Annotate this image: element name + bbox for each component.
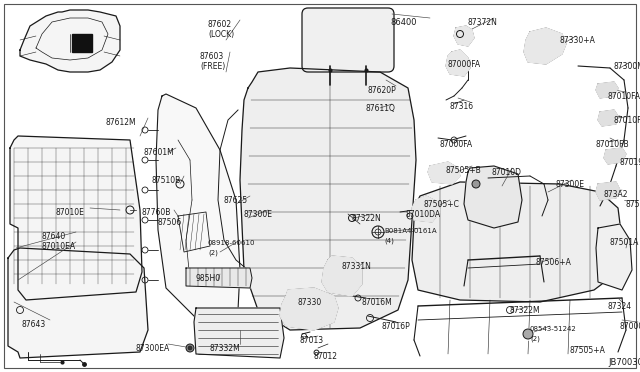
Text: 87316: 87316: [450, 102, 474, 111]
Text: 87506: 87506: [158, 218, 182, 227]
Circle shape: [188, 346, 192, 350]
Bar: [72, 34, 92, 52]
Text: 87506+A: 87506+A: [536, 258, 572, 267]
Text: 86400: 86400: [390, 18, 417, 27]
Text: 87643: 87643: [22, 320, 46, 329]
FancyBboxPatch shape: [302, 8, 394, 72]
Text: 87324: 87324: [608, 302, 632, 311]
Polygon shape: [598, 110, 618, 126]
Text: (2): (2): [530, 336, 540, 343]
Text: 87640: 87640: [42, 232, 67, 241]
Polygon shape: [20, 10, 120, 72]
Polygon shape: [446, 50, 470, 76]
Polygon shape: [8, 248, 148, 358]
Text: 873A2: 873A2: [604, 190, 628, 199]
Polygon shape: [428, 162, 460, 184]
Text: 87612M: 87612M: [106, 118, 136, 127]
Circle shape: [523, 329, 533, 339]
Text: 87000FA: 87000FA: [440, 140, 473, 149]
Text: 87505: 87505: [626, 200, 640, 209]
Text: 87019M: 87019M: [620, 158, 640, 167]
Text: 87300E: 87300E: [556, 180, 585, 189]
Text: 08543-51242: 08543-51242: [530, 326, 577, 332]
Polygon shape: [412, 182, 622, 302]
Text: 87000FA: 87000FA: [620, 322, 640, 331]
Polygon shape: [322, 256, 362, 296]
Text: 87012: 87012: [314, 352, 338, 361]
Circle shape: [472, 180, 480, 188]
Text: 87013: 87013: [300, 336, 324, 345]
Polygon shape: [596, 224, 632, 290]
Text: 87010DA: 87010DA: [406, 210, 441, 219]
Text: 87300M: 87300M: [614, 62, 640, 71]
Text: 985H0: 985H0: [196, 274, 221, 283]
Polygon shape: [10, 136, 142, 300]
Polygon shape: [604, 148, 626, 164]
Text: 87010F: 87010F: [614, 116, 640, 125]
Text: 87601M: 87601M: [143, 148, 173, 157]
Text: 87625: 87625: [224, 196, 248, 205]
Polygon shape: [524, 28, 566, 64]
Text: 87620P: 87620P: [368, 86, 397, 95]
Text: JB70030B: JB70030B: [608, 358, 640, 367]
Text: 87010E: 87010E: [56, 208, 85, 217]
Text: 87010FB: 87010FB: [596, 140, 630, 149]
Text: 87016M: 87016M: [362, 298, 393, 307]
Text: 87322N: 87322N: [352, 214, 381, 223]
Text: 87330+A: 87330+A: [560, 36, 596, 45]
Text: 87372N: 87372N: [468, 18, 498, 27]
Text: 87611Q: 87611Q: [366, 104, 396, 113]
Text: 87331N: 87331N: [342, 262, 372, 271]
Text: B081A4-0161A: B081A4-0161A: [384, 228, 436, 234]
Polygon shape: [596, 82, 618, 98]
Text: 87300EA: 87300EA: [136, 344, 170, 353]
Text: 87505+A: 87505+A: [570, 346, 606, 355]
Text: 87505+B: 87505+B: [446, 166, 482, 175]
Text: 87000FA: 87000FA: [448, 60, 481, 69]
Polygon shape: [156, 94, 240, 326]
Text: 08918-60610: 08918-60610: [208, 240, 255, 246]
Text: (LOCK): (LOCK): [208, 30, 234, 39]
Text: 87330: 87330: [298, 298, 323, 307]
Text: 87501A: 87501A: [610, 238, 639, 247]
Text: 87010FA: 87010FA: [608, 92, 640, 101]
Polygon shape: [194, 308, 284, 358]
Polygon shape: [186, 268, 252, 288]
Polygon shape: [454, 26, 474, 46]
Text: (FREE): (FREE): [200, 62, 225, 71]
Polygon shape: [240, 68, 416, 330]
Text: 87760B: 87760B: [142, 208, 172, 217]
Text: 87510B: 87510B: [152, 176, 181, 185]
Text: 87505+C: 87505+C: [424, 200, 460, 209]
Text: (2): (2): [208, 250, 218, 257]
Polygon shape: [280, 288, 338, 330]
Text: 87602: 87602: [208, 20, 232, 29]
Polygon shape: [596, 182, 620, 200]
Circle shape: [186, 344, 194, 352]
Text: 87010EA: 87010EA: [42, 242, 76, 251]
Text: 87016P: 87016P: [382, 322, 411, 331]
Polygon shape: [412, 196, 440, 222]
Text: 87603: 87603: [200, 52, 224, 61]
Text: 87332M: 87332M: [210, 344, 241, 353]
Text: 87010D: 87010D: [492, 168, 522, 177]
Text: (4): (4): [384, 238, 394, 244]
Text: 87300E: 87300E: [244, 210, 273, 219]
Text: 87322M: 87322M: [510, 306, 541, 315]
Polygon shape: [464, 166, 522, 228]
